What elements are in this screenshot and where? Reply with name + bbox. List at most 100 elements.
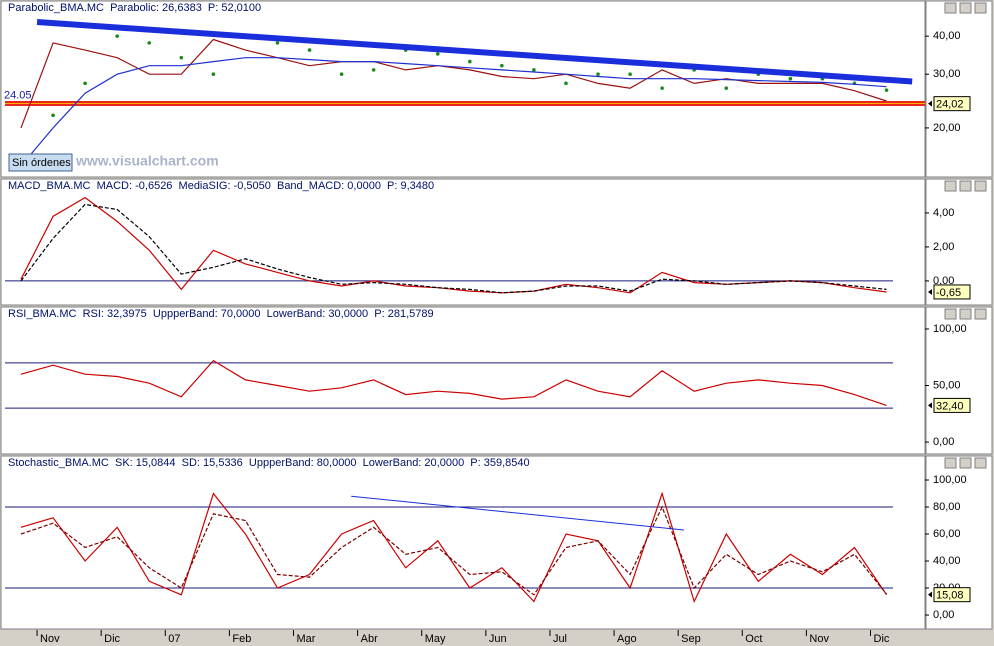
trendline (36, 19, 913, 85)
series-line (20, 57, 887, 167)
sar-dot (628, 72, 632, 77)
sar-dot (371, 68, 376, 72)
last-value-box (933, 587, 971, 603)
y-tick-label: 60,00 (933, 528, 961, 540)
y-tick-label: 0,00 (933, 275, 954, 287)
last-value-pointer (928, 402, 932, 409)
y-tick-label: 50,00 (933, 379, 961, 391)
sar-dot (211, 72, 216, 77)
sar-dot (660, 86, 664, 90)
x-tick-label: Sep (681, 633, 701, 645)
series-line (20, 38, 887, 129)
last-value-pointer (928, 591, 932, 598)
window-button (944, 2, 957, 14)
plot (5, 196, 893, 294)
y-tick-label: 80,00 (933, 501, 961, 513)
axis-panel (925, 306, 993, 455)
sar-dot (596, 72, 600, 77)
x-tick-label: Abr (361, 633, 378, 645)
last-value-box (933, 96, 971, 112)
series-line (20, 505, 887, 596)
last-value-label: 32,40 (936, 400, 964, 412)
sar-dot (115, 34, 119, 38)
last-value-label: -0,65 (936, 287, 961, 299)
plot (5, 19, 925, 167)
window-button (959, 457, 972, 469)
last-value-pointer (928, 288, 932, 295)
panel (0, 306, 926, 455)
axis-panel (925, 178, 993, 306)
panel (0, 455, 926, 630)
x-tick-label: Nov (809, 633, 829, 645)
window-button (974, 308, 987, 320)
sar-dot (788, 76, 793, 81)
series-line (20, 359, 887, 406)
sar-dot (83, 81, 87, 86)
y-tick-label: 100,00 (933, 474, 967, 486)
sar-dot (435, 52, 440, 56)
window-button (974, 457, 987, 469)
window-button (974, 2, 987, 14)
x-tick-label: Dic (104, 633, 120, 645)
window-button (944, 457, 957, 469)
y-tick-label: 0,00 (933, 609, 954, 621)
sar-dot (564, 81, 568, 86)
x-tick-label: 07 (168, 633, 180, 645)
series-line (20, 491, 887, 604)
sar-dot (147, 41, 152, 45)
sar-dot (179, 55, 184, 60)
sar-dot (500, 63, 504, 68)
last-value-box (933, 397, 971, 413)
panel-title: RSI_BMA.MC RSI: 32,3975 UppperBand: 70,0… (8, 308, 434, 320)
sar-dot (884, 88, 889, 92)
last-value-label: 15,08 (936, 590, 964, 602)
sar-dot (532, 68, 536, 72)
x-tick-label: May (425, 633, 446, 645)
sar-dot (51, 113, 55, 118)
plot (5, 359, 893, 409)
window-button (959, 180, 972, 192)
order-button-label: Sin órdenes (12, 157, 71, 169)
axis-panel (925, 0, 993, 178)
y-tick-label: 4,00 (933, 207, 954, 219)
y-tick-label: 0,00 (933, 436, 954, 448)
order-button (8, 153, 73, 172)
y-tick-label: 40,00 (933, 555, 961, 567)
sar-dot (724, 86, 729, 90)
window-button (959, 308, 972, 320)
y-tick-label: 30,00 (933, 68, 961, 80)
last-value-box (933, 284, 971, 300)
panel-title: MACD_BMA.MC MACD: -0,6526 MediaSIG: -0,5… (8, 180, 434, 192)
x-tick-label: Jul (553, 633, 567, 645)
series-line (20, 203, 887, 294)
watermark: www.visualchart.com (75, 153, 219, 169)
x-tick-label: Feb (232, 633, 251, 645)
panel-title: Parabolic_BMA.MC Parabolic: 26,6383 P: 5… (8, 2, 261, 14)
plot (5, 491, 893, 604)
window-button (959, 2, 972, 14)
y-tick-label: 100,00 (933, 323, 967, 335)
last-value-label: 24,02 (936, 99, 964, 111)
window-button (944, 180, 957, 192)
x-tick-label: Dic (874, 633, 890, 645)
y-tick-label: 2,00 (933, 241, 954, 253)
window-button (974, 180, 987, 192)
sar-dot (275, 41, 280, 45)
x-tick-label: Jun (489, 633, 507, 645)
x-tick-label: Mar (297, 633, 316, 645)
y-tick-label: 40,00 (933, 30, 961, 42)
sar-dot (307, 48, 312, 52)
x-tick-label: Ago (617, 633, 637, 645)
window-button (944, 308, 957, 320)
x-tick-label: Oct (745, 633, 762, 645)
panel (0, 178, 926, 306)
trendline (351, 495, 684, 531)
sar-dot (468, 59, 472, 64)
last-value-pointer (928, 100, 932, 107)
panel-title: Stochastic_BMA.MC SK: 15,0844 SD: 15,533… (8, 457, 530, 469)
support-label: 24.05 (4, 89, 32, 101)
sar-dot (339, 72, 344, 77)
x-tick-label: Nov (40, 633, 60, 645)
y-tick-label: 20,00 (933, 122, 961, 134)
